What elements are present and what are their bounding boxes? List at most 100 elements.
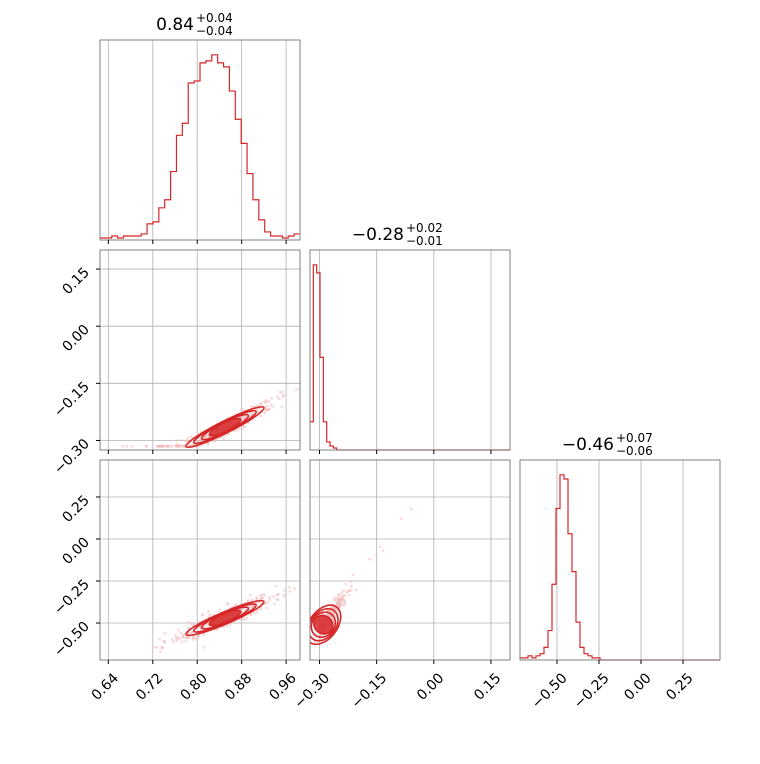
scatter-point — [375, 554, 379, 558]
scatter-point — [352, 567, 355, 570]
scatter-point — [158, 637, 161, 641]
x-tick-label: −0.25 — [571, 670, 613, 712]
scatter-point — [182, 632, 186, 636]
scatter-point — [337, 593, 340, 597]
scatter-point — [188, 443, 192, 447]
scatter-point — [196, 634, 200, 638]
scatter-point — [264, 601, 267, 605]
scatter-point — [332, 596, 336, 600]
axes-frame — [99, 39, 301, 241]
y-tick-label: −0.50 — [51, 619, 93, 661]
scatter-point — [281, 395, 285, 399]
scatter-point — [301, 576, 304, 579]
panel-title-upper: +0.02 — [406, 221, 443, 235]
joint-content — [153, 567, 355, 654]
scatter-point — [160, 646, 164, 649]
scatter-point — [256, 410, 260, 414]
scatter-point — [293, 586, 296, 590]
axes-frame — [99, 249, 301, 451]
joint-content — [121, 387, 300, 449]
scatter-point — [244, 618, 248, 622]
scatter-point — [170, 638, 174, 642]
scatter-point — [163, 632, 167, 635]
scatter-point — [222, 437, 226, 441]
joint-panel-0-2: −0.50−0.250.000.250.64 0.72 0.80 0.88 0.96 — [51, 459, 355, 704]
x-tick-label: 0.25 — [663, 670, 696, 703]
scatter-point — [334, 600, 338, 603]
scatter-point — [277, 397, 281, 401]
scatter-point — [347, 589, 351, 593]
scatter-point — [340, 591, 343, 595]
scatter-point — [256, 609, 260, 613]
axes-frame — [309, 249, 511, 451]
joint-panel-1-2: −0.30 −0.15 0.00 0.15 — [290, 459, 511, 712]
scatter-point — [249, 613, 253, 617]
scatter-point — [339, 594, 343, 598]
scatter-point — [176, 635, 180, 639]
x-tick-label: 0.00 — [621, 670, 654, 703]
scatter-point — [272, 595, 276, 599]
scatter-point — [250, 598, 254, 602]
panel-title-lower: −0.01 — [406, 234, 443, 248]
scatter-point — [250, 605, 254, 609]
scatter-point — [181, 635, 184, 639]
scatter-point — [272, 602, 276, 606]
scatter-point — [125, 444, 129, 448]
scatter-point — [264, 401, 268, 405]
scatter-point — [344, 582, 348, 586]
scatter-point — [328, 609, 332, 613]
scatter-point — [191, 638, 195, 641]
scatter-point — [275, 593, 279, 597]
scatter-point — [280, 405, 284, 409]
scatter-point — [336, 602, 340, 606]
scatter-point — [215, 438, 219, 441]
contour-level — [208, 609, 242, 627]
scatter-point — [381, 549, 385, 552]
scatter-point — [175, 443, 179, 447]
scatter-point — [342, 604, 346, 607]
scatter-point — [184, 639, 188, 643]
scatter-point — [176, 628, 180, 632]
scatter-point — [283, 592, 287, 596]
scatter-point — [268, 597, 271, 601]
scatter-point — [266, 408, 270, 412]
contour-level — [310, 611, 337, 639]
scatter-point — [256, 404, 259, 407]
scatter-point — [283, 589, 286, 592]
scatter-point — [208, 613, 212, 617]
y-tick-label: 0.25 — [59, 492, 92, 525]
scatter-point — [341, 589, 345, 593]
scatter-point — [200, 613, 204, 617]
scatter-point — [240, 408, 243, 412]
panel-title-median: −0.46 — [562, 435, 614, 455]
x-tick-label: −0.30 — [291, 670, 333, 712]
scatter-point — [155, 646, 159, 650]
scatter-point — [172, 640, 176, 644]
x-tick-label: −0.50 — [529, 670, 571, 712]
scatter-point — [222, 625, 226, 629]
y-tick-label: −0.15 — [51, 379, 93, 421]
joint-content — [290, 507, 413, 673]
scatter-point — [338, 599, 342, 603]
scatter-point — [254, 408, 258, 411]
scatter-point — [267, 400, 270, 404]
scatter-point — [271, 405, 275, 408]
scatter-point — [399, 517, 403, 521]
x-tick-label: 0.00 — [414, 670, 447, 703]
scatter-point — [252, 405, 256, 409]
scatter-point — [186, 436, 189, 440]
scatter-point — [270, 396, 274, 400]
scatter-point — [237, 428, 240, 431]
scatter-point — [347, 593, 351, 597]
scatter-point — [368, 557, 371, 561]
scatter-point — [269, 403, 273, 407]
scatter-point — [121, 444, 125, 448]
scatter-point — [246, 599, 250, 602]
scatter-point — [130, 444, 134, 448]
scatter-point — [215, 628, 219, 632]
panel-title-median: 0.84 — [156, 15, 194, 35]
scatter-point — [378, 545, 382, 549]
y-tick-label: 0.15 — [59, 265, 92, 298]
scatter-point — [250, 412, 254, 416]
scatter-point — [290, 670, 293, 673]
